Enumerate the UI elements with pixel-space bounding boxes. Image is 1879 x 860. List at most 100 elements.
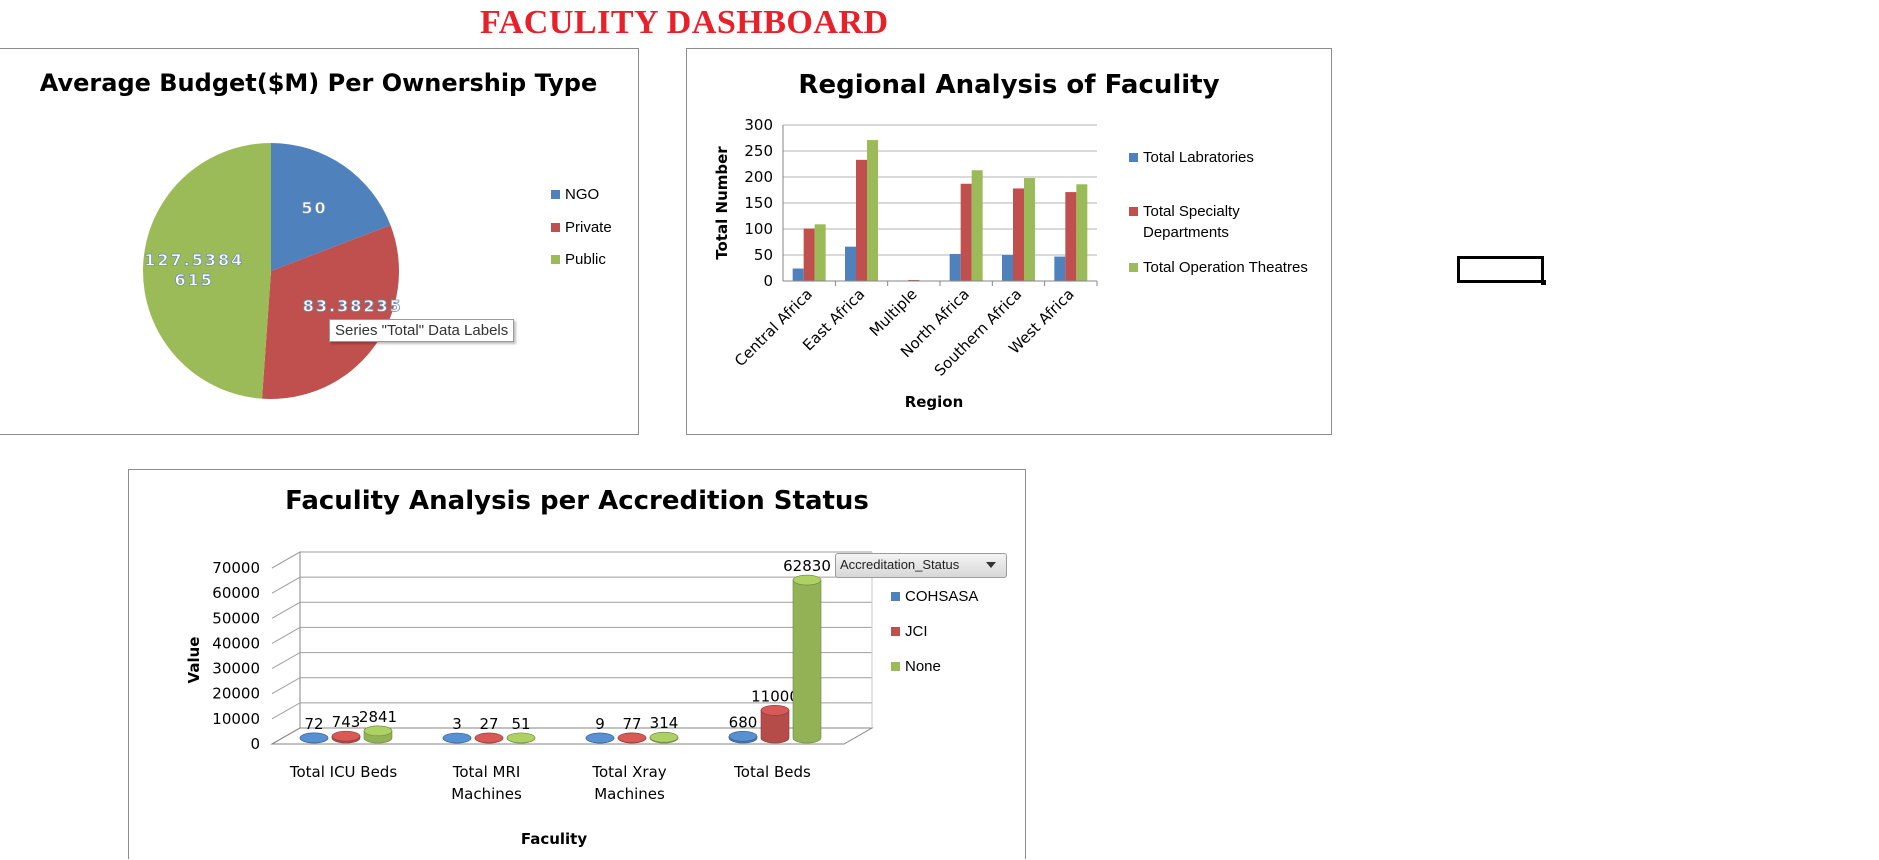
legend-label: Total Specialty Departments (1143, 203, 1240, 241)
cylinder-top (728, 730, 758, 742)
data-label: 51 (511, 715, 530, 733)
accreditation-3d-chart[interactable]: 0 10000 20000 30000 40000 50000 60000 70000 72 74… (129, 470, 1027, 860)
y-tick-label: 100 (744, 220, 773, 238)
data-label: 743 (332, 713, 361, 731)
legend-label: Public (565, 251, 606, 268)
chevron-down-icon[interactable] (986, 562, 996, 568)
accreditation-chart-panel[interactable]: Faculity Analysis per Accredition Status… (128, 469, 1026, 859)
pie-chart-title: Average Budget($M) Per Ownership Type (39, 69, 598, 97)
x-axis-title: Region (905, 393, 964, 411)
y-tick-label: 40000 (212, 634, 260, 652)
legend-label: None (905, 658, 941, 675)
x-tick-label: Central Africa (731, 285, 816, 370)
y-axis-title: Value (185, 637, 203, 684)
data-label: 9 (595, 715, 605, 733)
y-tick-label: 250 (744, 142, 773, 160)
bar-total-specialty-departments (960, 183, 972, 281)
x-tick-label: Total MRI Machines (451, 763, 522, 803)
y-tick-label: 0 (250, 735, 260, 753)
pie-slice-ngo (271, 143, 391, 271)
cylinder-top (363, 725, 393, 737)
bar-total-labratories (1002, 255, 1013, 281)
y-tick-label: 70000 (212, 559, 260, 577)
data-label: 2841 (359, 708, 397, 726)
data-label: 3 (452, 715, 462, 733)
cylinder-none (792, 579, 822, 744)
pie-slice-private (262, 225, 399, 399)
cylinder-top (649, 731, 679, 743)
legend-label: COHSASA (905, 588, 979, 605)
bar-total-operation-theatres (1024, 178, 1035, 281)
pie-chart-panel[interactable]: Average Budget($M) Per Ownership Type 50… (0, 48, 639, 435)
legend-swatch (551, 190, 560, 199)
y-tick-label: 20000 (212, 685, 260, 703)
legend-swatch (1129, 263, 1138, 272)
x-tick-label: Total ICU Beds (289, 763, 397, 781)
data-label: 680 (729, 713, 758, 731)
bar-total-labratories (1054, 256, 1066, 281)
data-label: 72 (304, 715, 323, 733)
legend-swatch (891, 592, 900, 601)
gridline (271, 702, 872, 720)
fill-handle[interactable] (1541, 280, 1546, 285)
legend-label: JCI (905, 623, 928, 640)
legend-label: Private (565, 219, 612, 236)
cylinder-top (792, 574, 822, 586)
pie-slice-public (143, 143, 271, 399)
data-label: 62830 (783, 557, 831, 575)
cylinder-top (474, 732, 504, 744)
data-label: 27 (479, 715, 498, 733)
dashboard-title: FACULITY DASHBOARD (480, 4, 889, 41)
bar-total-operation-theatres (814, 224, 826, 281)
bar-total-labratories (949, 253, 961, 281)
legend-label: Total Labratories (1143, 149, 1254, 166)
y-tick-label: 60000 (212, 584, 260, 602)
gridline (271, 677, 872, 695)
x-tick-label: Total Xray Machines (591, 763, 666, 803)
y-tick-label: 50000 (212, 609, 260, 627)
bar-total-specialty-departments (1013, 188, 1024, 281)
cylinder-top (585, 732, 615, 744)
accreditation-chart-title: Faculity Analysis per Accredition Status (285, 486, 869, 516)
bar-total-operation-theatres (1076, 184, 1088, 281)
cylinder-top (331, 730, 361, 742)
cylinder-jci (760, 710, 790, 744)
cylinder-top (760, 705, 790, 716)
legend-label: Total Operation Theatres (1143, 259, 1308, 276)
data-label: 11000 (751, 687, 799, 705)
regional-chart-title: Regional Analysis of Faculity (798, 70, 1220, 100)
bar-total-specialty-departments (803, 228, 815, 281)
y-tick-label: 10000 (212, 710, 260, 728)
side-wall (271, 551, 301, 745)
y-tick-label: 50 (754, 246, 773, 264)
pie-data-label: 50 (301, 199, 327, 218)
y-axis-title: Total Number (713, 146, 731, 260)
y-tick-label: 30000 (212, 660, 260, 678)
bar-total-specialty-departments (908, 279, 920, 281)
legend-label: NGO (565, 186, 600, 203)
y-tick-label: 300 (744, 116, 773, 134)
pie-data-label: 127.5384 615 (144, 250, 244, 289)
bar-total-labratories (845, 246, 856, 281)
gridline (271, 652, 872, 670)
legend-swatch (1129, 207, 1138, 216)
legend-swatch (891, 662, 900, 671)
y-tick-label: 150 (744, 194, 773, 212)
x-tick-label: Total Beds (733, 763, 811, 781)
bar-total-operation-theatres (971, 170, 983, 281)
selected-cell[interactable] (1457, 256, 1546, 285)
gridline (271, 626, 872, 644)
accreditation-status-filter-button[interactable]: Accreditation_Status (835, 553, 1007, 578)
bar-total-labratories (792, 268, 804, 281)
regional-chart-panel[interactable]: Regional Analysis of Faculity 0 50 100 150 2… (686, 48, 1332, 435)
cylinder-top (299, 732, 329, 744)
bar-total-operation-theatres (867, 140, 878, 281)
cylinder-top (442, 732, 472, 744)
data-label: 314 (650, 714, 679, 732)
gridline (271, 551, 872, 569)
gridline (271, 576, 872, 594)
y-tick-label: 200 (744, 168, 773, 186)
data-label: 77 (622, 715, 641, 733)
